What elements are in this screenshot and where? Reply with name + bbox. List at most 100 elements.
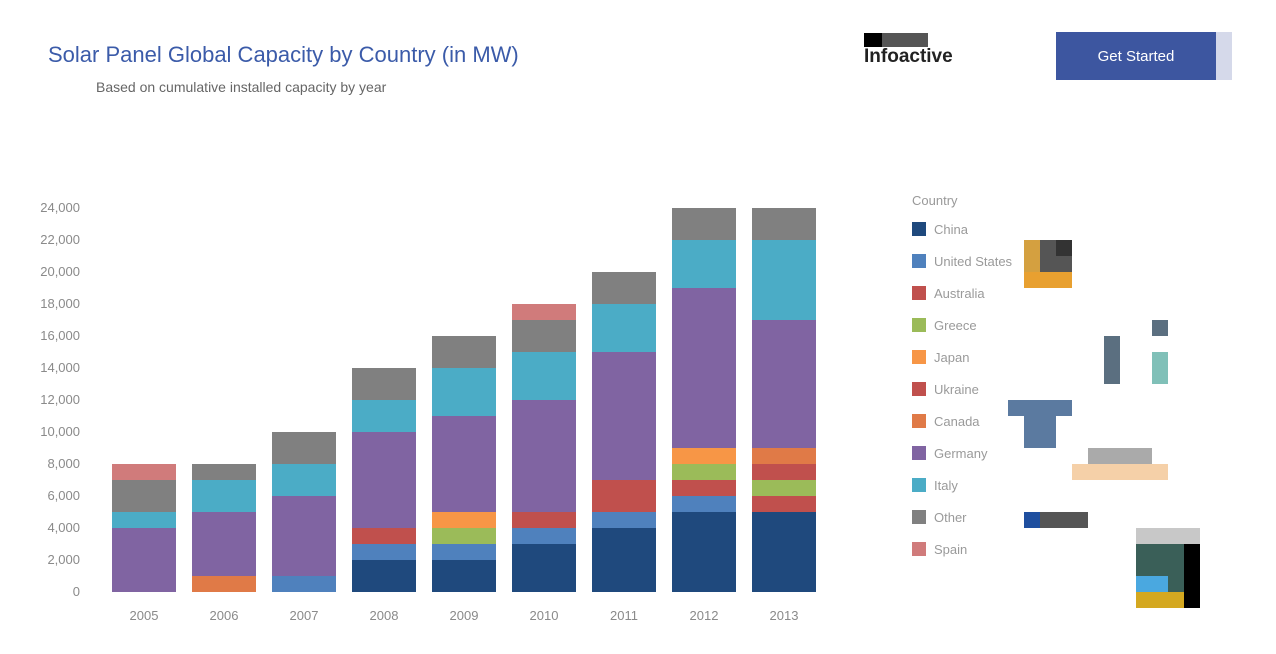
bar-segment[interactable] [352,432,416,528]
bar-segment[interactable] [112,480,176,512]
bar-stack-2013[interactable] [752,208,816,592]
y-tick-label: 22,000 [40,232,80,247]
chart-subtitle: Based on cumulative installed capacity b… [96,79,387,95]
bar-segment[interactable] [352,560,416,592]
legend-label: Australia [934,286,985,301]
bar-segment[interactable] [432,336,496,368]
legend-item[interactable]: Other [912,510,967,525]
bar-segment[interactable] [272,432,336,464]
bar-segment[interactable] [672,464,736,480]
bar-segment[interactable] [752,464,816,480]
bar-segment[interactable] [592,528,656,592]
legend-item[interactable]: Australia [912,286,985,301]
bar-segment[interactable] [752,320,816,448]
shadow-icon [1088,448,1152,464]
y-tick-label: 14,000 [40,360,80,375]
legend-item[interactable]: Japan [912,350,969,365]
bar-segment[interactable] [112,512,176,528]
x-tick-label: 2009 [450,608,479,623]
bar-stack-2005[interactable] [112,464,176,592]
bar-segment[interactable] [752,240,816,320]
bar-segment[interactable] [512,320,576,352]
bar-segment[interactable] [592,480,656,512]
bar-segment[interactable] [512,304,576,320]
bar-segment[interactable] [592,512,656,528]
bar-segment[interactable] [272,496,336,576]
bar-segment[interactable] [432,416,496,512]
bar-segment[interactable] [752,496,816,512]
legend-item[interactable]: Spain [912,542,967,557]
legend-item[interactable]: Germany [912,446,988,461]
bar-segment[interactable] [752,208,816,240]
bar-segment[interactable] [352,400,416,432]
bar-segment[interactable] [672,448,736,464]
bar-segment[interactable] [112,464,176,480]
bar-segment[interactable] [352,544,416,560]
brand-logo[interactable]: Infoactive [864,33,953,67]
bar-segment[interactable] [432,368,496,416]
x-tick-label: 2005 [130,608,159,623]
bar-segment[interactable] [512,544,576,592]
bar-segment[interactable] [432,528,496,544]
badge-icon [1136,528,1200,544]
bar-segment[interactable] [272,464,336,496]
bar-segment[interactable] [432,544,496,560]
solar-illustration [1008,240,1200,608]
bar-segment[interactable] [592,352,656,480]
bar-segment[interactable] [512,528,576,544]
bar-segment[interactable] [752,480,816,496]
legend-item[interactable]: Canada [912,414,980,429]
bar-stack-2008[interactable] [352,368,416,592]
chart-title[interactable]: Solar Panel Global Capacity by Country (… [48,42,519,67]
bar-segment[interactable] [272,576,336,592]
bar-segment[interactable] [752,512,816,592]
x-tick-label: 2012 [690,608,719,623]
bar-segment[interactable] [352,528,416,544]
legend-swatch [912,286,926,300]
bar-segment[interactable] [592,304,656,352]
panel-tile-icon [1040,240,1056,256]
panel-tile-icon [1056,240,1072,256]
legend-item[interactable]: Ukraine [912,382,979,397]
bar-segment[interactable] [752,448,816,464]
bar-segment[interactable] [672,208,736,240]
bar-stack-2006[interactable] [192,464,256,592]
bar-stack-2010[interactable] [512,304,576,592]
bar-stack-2009[interactable] [432,336,496,592]
bar-segment[interactable] [432,512,496,528]
bar-segment[interactable] [112,528,176,592]
bar-stack-2012[interactable] [672,208,736,592]
bar-segment[interactable] [352,368,416,400]
bar-segment[interactable] [512,400,576,512]
bar-stack-2007[interactable] [272,432,336,592]
bar-segment[interactable] [192,576,256,592]
bar-segment[interactable] [672,512,736,592]
bar-segment[interactable] [512,512,576,528]
bar-segment[interactable] [672,496,736,512]
legend-item[interactable]: Italy [912,478,958,493]
legend-label: Spain [934,542,967,557]
bench-icon [1040,512,1088,528]
legend-label: Japan [934,350,969,365]
legend-item[interactable]: Greece [912,318,977,333]
bar-segment[interactable] [672,240,736,288]
badge-icon [1136,576,1168,592]
bar-segment[interactable] [192,512,256,576]
bar-segment[interactable] [672,480,736,496]
bar-segment[interactable] [512,352,576,400]
bar-segment[interactable] [592,272,656,304]
bar-segment[interactable] [192,480,256,512]
y-tick-label: 2,000 [47,552,80,567]
legend-item[interactable]: China [912,222,969,237]
legend-label: Germany [934,446,988,461]
legend-swatch [912,318,926,332]
legend-item[interactable]: United States [912,254,1013,269]
bar-segment[interactable] [672,288,736,448]
get-started-button[interactable]: Get Started [1056,32,1232,80]
x-tick-label: 2010 [530,608,559,623]
bar-segment[interactable] [432,560,496,592]
legend-label: Greece [934,318,977,333]
bar-stack-2011[interactable] [592,272,656,592]
y-tick-label: 18,000 [40,296,80,311]
bar-segment[interactable] [192,464,256,480]
